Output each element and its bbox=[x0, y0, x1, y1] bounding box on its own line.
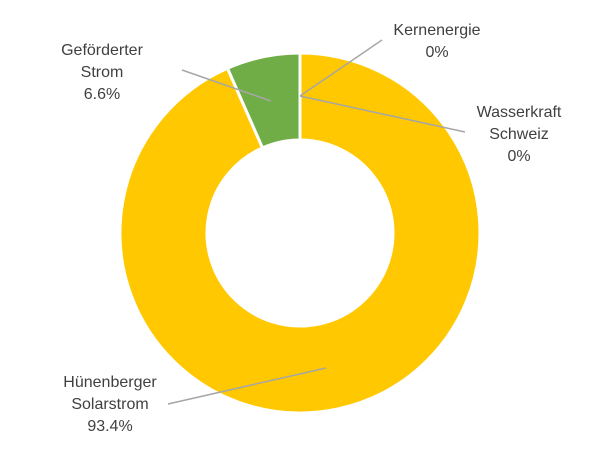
data-label-name: Solarstrom bbox=[71, 396, 148, 413]
data-label-name: Schweiz bbox=[489, 126, 549, 143]
data-label: Wasserkraft Schweiz 0% bbox=[477, 104, 562, 165]
leader-line bbox=[181, 69, 272, 102]
data-label-name: Geförderter bbox=[61, 42, 143, 59]
leader-line bbox=[167, 367, 327, 405]
data-label-value: 0% bbox=[425, 44, 448, 61]
slice-hünenberger-solarstrom bbox=[118, 51, 482, 415]
data-label: Geförderter Strom 6.6% bbox=[61, 42, 143, 103]
leader-line bbox=[299, 39, 383, 97]
data-label-value: 0% bbox=[507, 148, 530, 165]
data-label-name: Hünenberger bbox=[63, 374, 157, 391]
data-label-value: 93.4% bbox=[87, 418, 132, 435]
data-label-value: 6.6% bbox=[84, 86, 120, 103]
data-label: Kernenergie 0% bbox=[393, 22, 480, 61]
leader-line bbox=[299, 95, 466, 133]
data-label-name: Strom bbox=[81, 64, 124, 81]
data-label: Hünenberger Solarstrom 93.4% bbox=[63, 374, 157, 435]
data-label-name: Kernenergie bbox=[393, 22, 480, 39]
slice-geförderter-strom bbox=[225, 51, 302, 150]
data-label-name: Wasserkraft bbox=[477, 104, 562, 121]
